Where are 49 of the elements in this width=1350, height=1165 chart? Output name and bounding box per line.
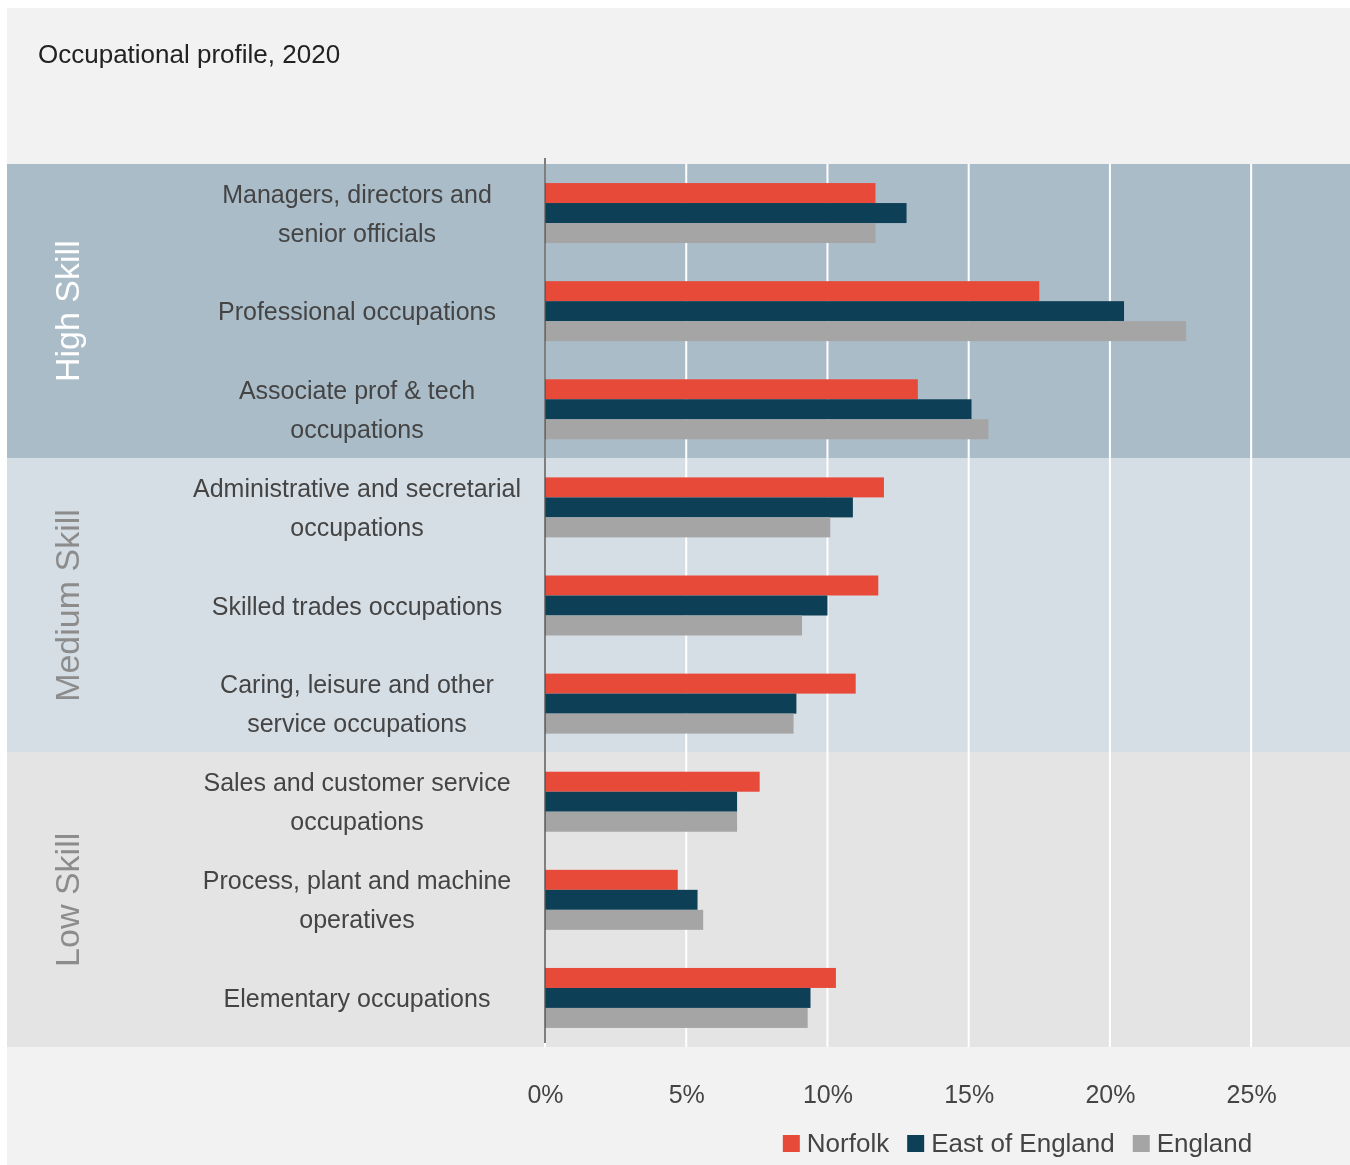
x-tick-label: 5%: [668, 1079, 705, 1108]
x-tick-label: 15%: [944, 1079, 995, 1108]
y-tick-label: Skilled trades occupations: [211, 591, 503, 620]
y-tick-label: Elementary occupations: [223, 983, 491, 1012]
bar: [545, 615, 803, 636]
bar: [545, 771, 760, 792]
y-tick-label: Managers, directors and senior officials: [222, 179, 492, 247]
legend-label: East of England: [931, 1128, 1115, 1158]
bar: [545, 379, 918, 400]
bar: [545, 281, 1040, 302]
bar: [545, 791, 738, 812]
bar: [545, 321, 1187, 342]
bar: [545, 909, 704, 930]
bar: [545, 517, 831, 538]
x-tick-label: 20%: [1085, 1079, 1136, 1108]
bar: [545, 183, 876, 204]
bar: [545, 497, 853, 518]
bar: [545, 477, 884, 498]
bar: [545, 399, 972, 420]
x-tick-label: 25%: [1226, 1079, 1277, 1108]
y-tick-label: Caring, leisure and other service occupations: [220, 670, 494, 738]
bar: [545, 967, 836, 988]
bar: [545, 811, 738, 832]
bar: [545, 693, 797, 714]
band-label: Medium Skill: [48, 509, 86, 702]
bar: [545, 301, 1125, 322]
band-label: Low Skill: [48, 832, 86, 967]
bar: [545, 419, 989, 440]
y-tick-label: Sales and customer service occupations: [203, 768, 511, 836]
bar: [545, 869, 678, 890]
bar: [545, 1007, 808, 1028]
y-tick-label: Process, plant and machine operatives: [202, 866, 512, 934]
text: Occupational profile, 2020: [38, 39, 341, 69]
y-tick-label: Associate prof & tech occupations: [238, 375, 476, 443]
bar: [545, 889, 698, 910]
bar: [545, 203, 907, 224]
band-label: High Skill: [48, 240, 86, 383]
bar: [545, 575, 879, 596]
x-tick-label: 10%: [802, 1079, 853, 1108]
bar: [545, 713, 794, 734]
y-tick-label: Administrative and secretarial occupations: [193, 473, 521, 541]
bar: [545, 223, 876, 244]
legend-label: England: [1156, 1128, 1253, 1158]
x-tick-label: 0%: [527, 1079, 564, 1108]
y-tick-label: Professional occupations: [218, 297, 496, 326]
bar: [545, 595, 828, 616]
bar: [545, 987, 811, 1008]
legend-label: Norfolk: [806, 1128, 891, 1158]
bar: [545, 673, 856, 694]
